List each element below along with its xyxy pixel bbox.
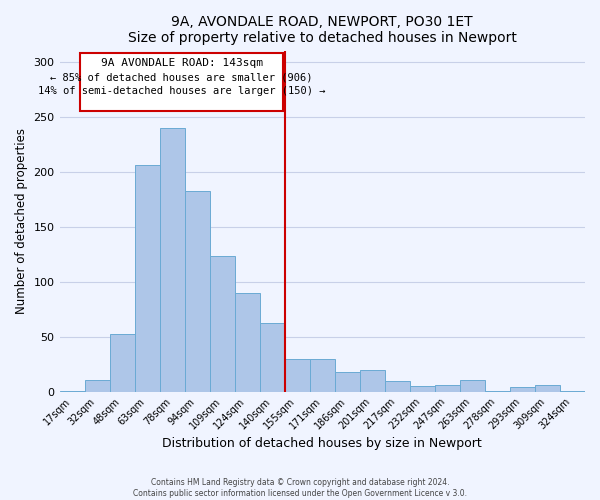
Bar <box>260 324 285 392</box>
X-axis label: Distribution of detached houses by size in Newport: Distribution of detached houses by size … <box>163 437 482 450</box>
Bar <box>410 386 435 392</box>
Text: 14% of semi-detached houses are larger (150) →: 14% of semi-detached houses are larger (… <box>38 86 325 96</box>
Bar <box>134 165 160 392</box>
Bar <box>209 256 235 392</box>
Bar <box>535 385 560 392</box>
Bar <box>360 370 385 392</box>
Bar <box>460 380 485 392</box>
Title: 9A, AVONDALE ROAD, NEWPORT, PO30 1ET
Size of property relative to detached house: 9A, AVONDALE ROAD, NEWPORT, PO30 1ET Siz… <box>128 15 517 45</box>
Bar <box>310 358 335 392</box>
Bar <box>80 52 283 111</box>
Bar <box>110 334 134 392</box>
Bar <box>560 390 585 392</box>
Y-axis label: Number of detached properties: Number of detached properties <box>15 128 28 314</box>
Bar <box>85 380 110 392</box>
Bar <box>335 372 360 392</box>
Bar <box>435 385 460 392</box>
Text: Contains HM Land Registry data © Crown copyright and database right 2024.
Contai: Contains HM Land Registry data © Crown c… <box>133 478 467 498</box>
Bar <box>485 390 510 392</box>
Bar <box>285 358 310 392</box>
Bar <box>185 192 209 392</box>
Bar <box>510 388 535 392</box>
Bar <box>160 128 185 392</box>
Bar <box>235 292 260 392</box>
Bar <box>385 380 410 392</box>
Text: 9A AVONDALE ROAD: 143sqm: 9A AVONDALE ROAD: 143sqm <box>101 58 263 68</box>
Bar <box>59 390 85 392</box>
Text: ← 85% of detached houses are smaller (906): ← 85% of detached houses are smaller (90… <box>50 72 313 83</box>
